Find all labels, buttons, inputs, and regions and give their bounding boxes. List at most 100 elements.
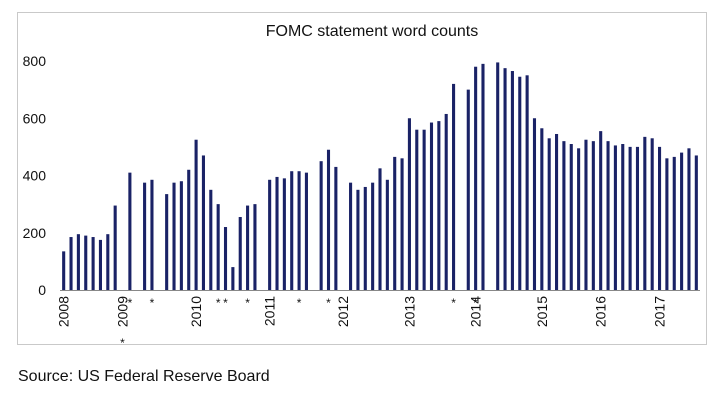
bar [444, 113, 448, 291]
asterisk-marker: * [150, 296, 155, 310]
bar [650, 138, 654, 290]
x-tick-label: 2016 [593, 296, 609, 327]
bar [238, 217, 242, 290]
bar [231, 267, 235, 290]
bar [334, 166, 338, 290]
bar [562, 141, 566, 290]
bar [201, 155, 205, 290]
x-tick-label: 2009 [115, 296, 131, 327]
bar [223, 227, 228, 290]
bar [187, 169, 191, 290]
bar [474, 66, 478, 290]
bar-chart: FOMC statement word counts 0 200 400 600 800… [23, 23, 700, 344]
bar [371, 182, 375, 290]
asterisk-marker: * [326, 296, 331, 310]
bar [62, 251, 66, 290]
bar [577, 148, 581, 290]
x-tick-label: 2008 [56, 296, 72, 327]
bar-series [62, 62, 698, 291]
bar [172, 182, 176, 290]
bar [635, 146, 640, 291]
y-tick-label: 800 [23, 53, 47, 69]
bar [209, 189, 213, 290]
bar [591, 141, 595, 290]
bar [415, 129, 419, 290]
bar [113, 205, 117, 290]
bar [91, 237, 95, 290]
bar [429, 122, 434, 290]
bar [555, 133, 559, 290]
y-axis-labels: 0 200 400 600 800 [23, 53, 47, 298]
x-tick-label: 2017 [652, 296, 668, 327]
bar [481, 63, 485, 290]
bar [349, 182, 353, 290]
bar [540, 128, 544, 290]
bar [569, 144, 573, 290]
bar [194, 139, 198, 290]
bar [297, 171, 301, 290]
x-tick-label: 2015 [534, 296, 550, 327]
bar [128, 172, 132, 290]
bar [628, 146, 632, 291]
bar [275, 176, 279, 290]
asterisk-marker: * [223, 296, 228, 310]
bar [319, 161, 323, 290]
bar [356, 189, 360, 290]
bar [407, 118, 411, 290]
bar [378, 168, 382, 290]
asterisk-marker: * [297, 296, 302, 310]
bar [246, 205, 250, 290]
bar [525, 75, 529, 290]
bar [393, 156, 397, 290]
asterisk-marker: * [120, 336, 125, 344]
bar [606, 141, 610, 290]
source-note: Source: US Federal Reserve Board [18, 368, 270, 385]
bar [496, 62, 500, 291]
asterisk-marker: * [451, 296, 456, 310]
y-tick-label: 600 [23, 110, 47, 126]
bar [621, 144, 625, 290]
bar [106, 234, 110, 290]
bar [665, 158, 669, 290]
bar [658, 146, 662, 291]
bar [363, 186, 367, 290]
x-tick-label: 2014 [468, 296, 484, 327]
x-tick-label: 2013 [401, 296, 417, 327]
bar [304, 172, 308, 290]
bar [547, 138, 551, 290]
x-axis-labels: 2008 2009 2010 2011 2012 2013 2014 2015 2016 2017 [56, 296, 668, 327]
y-tick-label: 0 [38, 282, 46, 298]
bar [503, 68, 507, 290]
bar [452, 83, 456, 291]
bar [84, 235, 88, 290]
bar [680, 152, 684, 290]
y-tick-label: 400 [23, 168, 47, 184]
asterisk-marker: * [216, 296, 221, 310]
asterisk-marker: * [245, 296, 250, 310]
asterisk-marker: * [128, 296, 133, 310]
bar [253, 204, 257, 291]
bar [76, 234, 80, 290]
bar [643, 136, 647, 290]
bar [510, 71, 514, 290]
bar [694, 155, 698, 290]
chart-title: FOMC statement word counts [266, 23, 479, 40]
bar [518, 76, 522, 290]
x-tick-label: 2012 [335, 296, 351, 327]
bar [143, 182, 147, 290]
bar [282, 178, 286, 290]
bar [165, 194, 169, 290]
bar [98, 239, 102, 290]
bar [584, 139, 588, 290]
asterisk-marker: * [473, 296, 478, 310]
bar [290, 171, 294, 290]
bar [216, 204, 220, 291]
bar [326, 149, 331, 290]
y-tick-label: 200 [23, 225, 47, 241]
bar [422, 129, 426, 290]
bar [466, 89, 470, 291]
bar [179, 181, 183, 290]
x-tick-label: 2011 [262, 296, 278, 326]
bar [69, 237, 73, 290]
bar [687, 148, 691, 290]
